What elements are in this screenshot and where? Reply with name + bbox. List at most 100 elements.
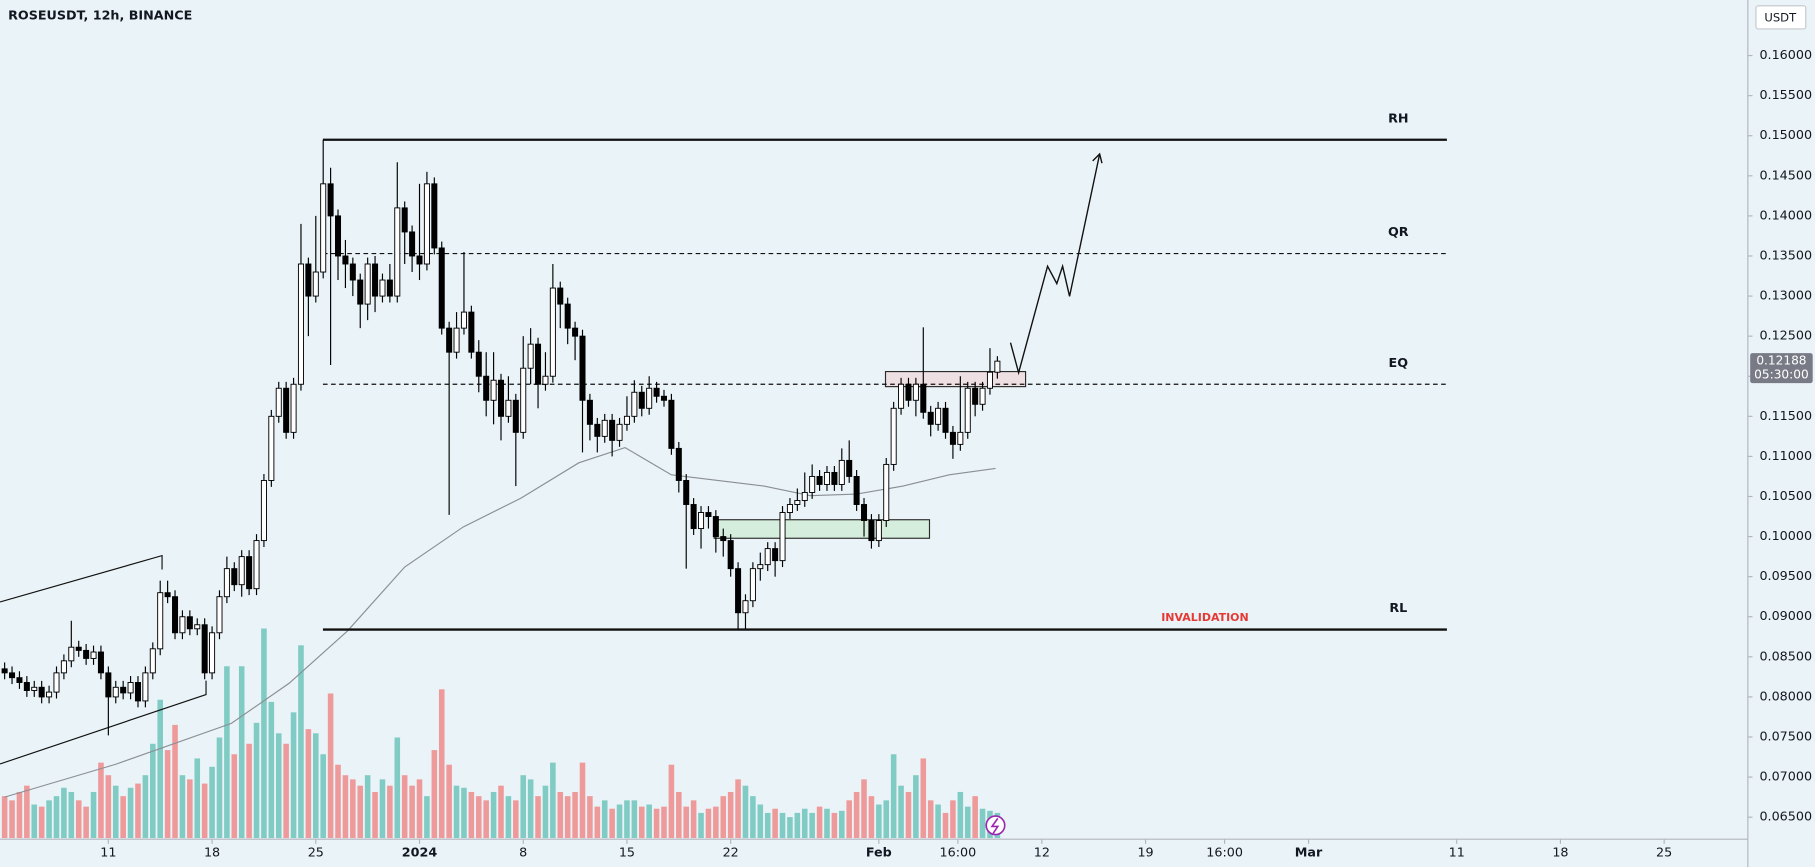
candle-body	[327, 183, 334, 217]
volume-bar	[231, 754, 238, 839]
volume-bar	[720, 796, 727, 839]
volume-bar	[653, 808, 660, 839]
volume-bar	[446, 764, 452, 839]
y-tick-label: 0.13500	[1759, 248, 1812, 263]
candle-body	[616, 423, 623, 441]
y-tick-label: 0.07000	[1759, 770, 1812, 785]
candle-body	[446, 327, 453, 353]
x-tick-label: 19	[1137, 846, 1153, 861]
candle-body	[779, 512, 786, 562]
candle-body	[253, 540, 260, 590]
candle-body	[505, 399, 512, 417]
candle-body	[90, 651, 97, 659]
candle-body	[209, 632, 216, 674]
candle-body	[53, 672, 60, 693]
candle-body	[349, 263, 356, 281]
candle-body	[838, 459, 845, 485]
candle-body	[646, 387, 653, 409]
volume-bar	[683, 806, 689, 839]
volume-bar	[453, 785, 460, 839]
volume-bar	[194, 758, 201, 839]
candle-body	[23, 682, 30, 691]
volume-bar	[950, 800, 956, 839]
candle-body	[660, 395, 668, 401]
volume-bar	[624, 800, 630, 839]
invalidation-label: INVALIDATION	[1161, 611, 1249, 624]
volume-bar	[105, 775, 112, 839]
candle-body	[68, 646, 75, 662]
candle-body	[201, 624, 208, 674]
candle-body	[564, 303, 571, 329]
y-tick-label: 0.06500	[1759, 810, 1812, 825]
volume-bar	[594, 806, 601, 839]
volume-bar	[735, 779, 741, 839]
volume-bar	[927, 800, 934, 839]
x-tick-label: 2024	[402, 846, 438, 861]
volume-bar	[742, 785, 749, 839]
candle-body	[379, 279, 386, 297]
volume-bar	[275, 733, 282, 839]
candle-body	[342, 255, 349, 265]
volume-bar	[364, 775, 371, 839]
volume-bar	[483, 800, 489, 839]
candle-body	[868, 520, 875, 542]
x-tick-label: 11	[100, 846, 116, 861]
candle-body	[816, 475, 823, 485]
volume-bar	[75, 800, 82, 839]
volume-bar	[61, 787, 67, 839]
candle-body	[223, 568, 230, 598]
candle-body	[890, 407, 897, 465]
countdown-label: 05:30:00	[1754, 368, 1809, 382]
x-tick-label: 16:00	[940, 846, 977, 861]
volume-bar	[179, 775, 186, 839]
y-tick-label: 0.13000	[1759, 289, 1812, 304]
volume-bar	[979, 808, 986, 839]
candle-body	[186, 616, 193, 630]
volume-bar	[646, 804, 652, 839]
x-tick-label: 12	[1034, 846, 1050, 861]
candle-body	[297, 263, 304, 385]
y-tick-label: 0.11000	[1759, 449, 1812, 464]
candle-body	[698, 512, 705, 530]
candle-body	[275, 387, 282, 417]
candle-body	[60, 660, 67, 674]
candle-body	[794, 500, 801, 505]
candle-body	[9, 672, 16, 679]
volume-bar	[305, 729, 312, 839]
volume-bar	[705, 808, 712, 839]
volume-bar	[431, 750, 438, 839]
events-bolt	[990, 817, 1000, 834]
currency-box[interactable]	[1755, 5, 1807, 30]
candle-body	[497, 379, 505, 417]
candle-body	[942, 407, 949, 433]
volume-bar	[112, 785, 119, 839]
volume-bar	[238, 666, 245, 839]
candle-body	[831, 471, 838, 485]
candle-body	[898, 383, 905, 409]
currency[interactable]: USDT	[1764, 10, 1797, 24]
volume-bar	[964, 806, 971, 839]
volume-bar	[120, 796, 126, 839]
events-icon[interactable]	[985, 815, 1006, 836]
volume-bar	[727, 791, 734, 839]
y-tick-label: 0.14000	[1759, 208, 1812, 223]
candle-body	[105, 672, 112, 698]
candle-body	[712, 516, 719, 538]
candle-body	[312, 271, 319, 297]
candle-body	[157, 592, 164, 650]
x-tick-label: Feb	[866, 846, 892, 861]
candle-body	[401, 207, 408, 233]
candle-body	[490, 379, 497, 401]
candle-body	[883, 463, 890, 522]
volume-bar	[357, 785, 364, 839]
volume-bar	[253, 722, 260, 839]
candle-body	[742, 600, 749, 614]
volume-bar	[268, 701, 275, 839]
volume-bar	[327, 693, 334, 839]
candle-body	[964, 387, 971, 433]
volume-bar	[920, 758, 927, 839]
projection-path	[1009, 153, 1101, 376]
candle-body	[453, 327, 460, 353]
volume-bar	[609, 808, 615, 839]
candle-body	[194, 624, 201, 630]
